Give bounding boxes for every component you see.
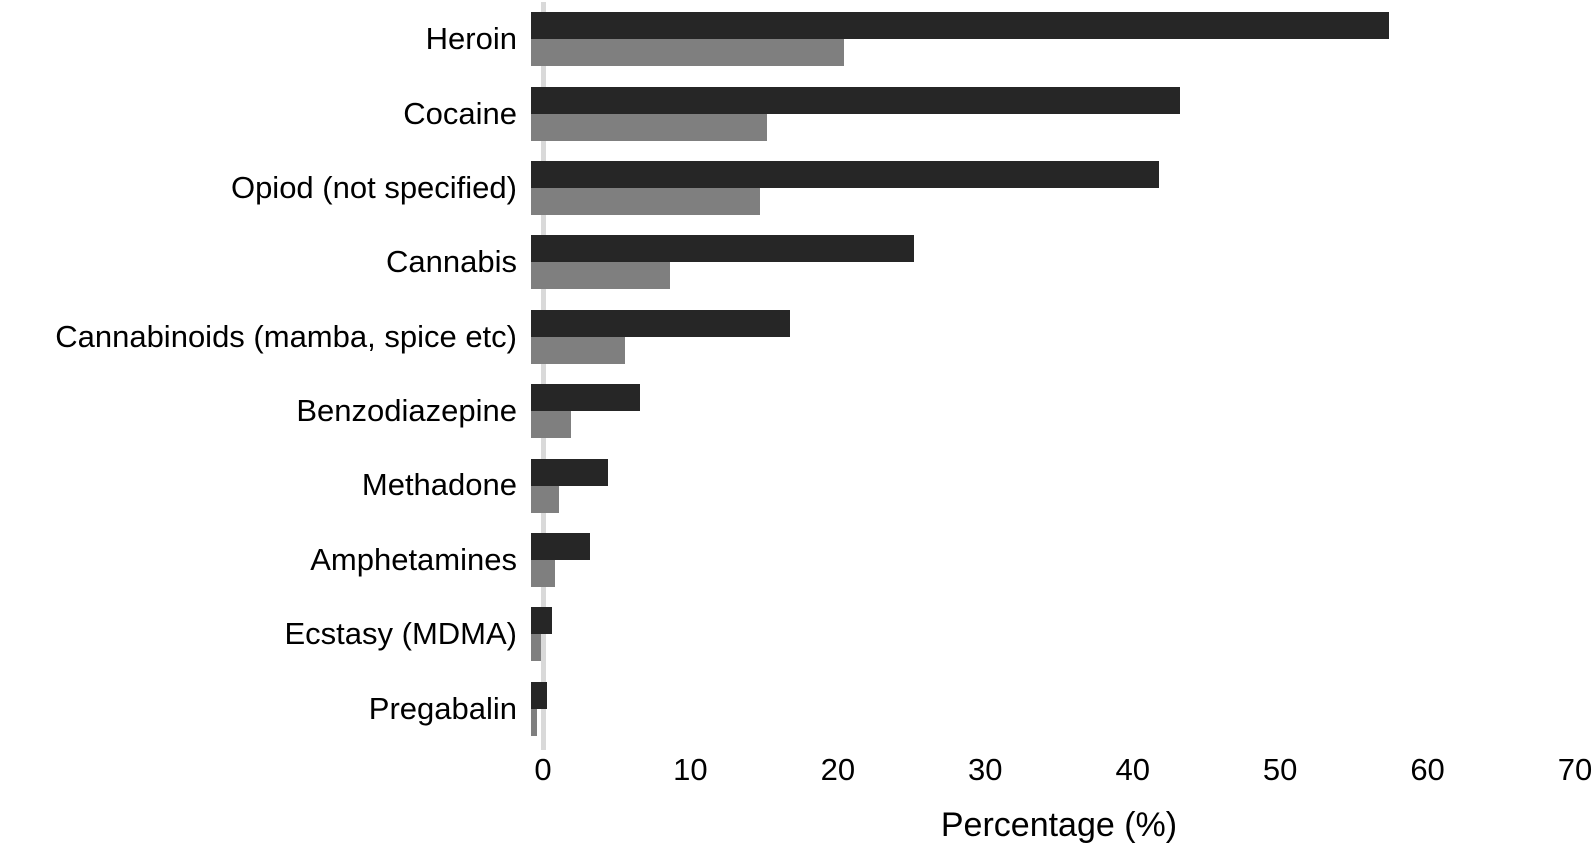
- x-tick-label: 40: [1115, 752, 1150, 787]
- category-label: Benzodiazepine: [296, 393, 517, 429]
- category-label: Heroin: [425, 21, 517, 57]
- x-tick-label: 30: [968, 752, 1003, 787]
- x-axis-title: Percentage (%): [940, 806, 1178, 844]
- category-row: Ecstasy (MDMA): [0, 597, 1595, 671]
- gray-bar: [531, 113, 767, 141]
- category-label: Ecstasy (MDMA): [284, 616, 518, 652]
- bar-group: [531, 384, 1563, 439]
- x-tick-label: 0: [534, 752, 552, 787]
- dark-bar: [531, 384, 641, 412]
- category-row: Amphetamines: [0, 523, 1595, 597]
- gray-bar: [531, 411, 571, 439]
- category-row: Benzodiazepine: [0, 374, 1595, 448]
- x-tick-label: 10: [673, 752, 708, 787]
- bar-group: [531, 160, 1563, 215]
- dark-bar: [531, 160, 1160, 188]
- gray-bar: [531, 634, 542, 662]
- bar-group: [531, 12, 1563, 67]
- category-row: Heroin: [0, 2, 1595, 76]
- x-tick-label: 60: [1410, 752, 1445, 787]
- dark-bar: [531, 607, 552, 635]
- x-tick-label: 20: [820, 752, 856, 787]
- bar-rows: Heroin Cocaine Opiod (not specified) Cannab…: [0, 2, 1595, 746]
- category-label: Methadone: [361, 467, 517, 503]
- category-label: Cannabinoids (mamba, spice etc): [55, 318, 517, 354]
- dark-bar: [531, 532, 590, 560]
- category-label: Cannabis: [386, 244, 517, 280]
- gray-bar: [531, 708, 537, 736]
- dark-bar: [531, 86, 1180, 114]
- x-tick-label: 70: [1557, 752, 1593, 787]
- dark-bar: [531, 309, 791, 337]
- category-row: Methadone: [0, 448, 1595, 522]
- category-row: Cocaine: [0, 76, 1595, 150]
- bar-group: [531, 458, 1563, 513]
- dark-bar: [531, 458, 608, 486]
- gray-bar: [531, 187, 760, 215]
- dark-bar: [531, 681, 548, 709]
- dark-bar: [531, 235, 915, 263]
- gray-bar: [531, 39, 844, 67]
- bar-group: [531, 681, 1563, 736]
- category-label: Opiod (not specified): [230, 169, 517, 205]
- gray-bar: [531, 262, 670, 290]
- gray-bar: [531, 336, 626, 364]
- dark-bar: [531, 12, 1390, 40]
- bar-group: [531, 309, 1563, 364]
- gray-bar: [531, 559, 555, 587]
- y-axis-line: [541, 2, 546, 750]
- bar-group: [531, 86, 1563, 141]
- gray-bar: [531, 485, 559, 513]
- bar-group: [531, 532, 1563, 587]
- bar-group: [531, 235, 1563, 290]
- category-label: Pregabalin: [368, 690, 517, 726]
- category-label: Amphetamines: [310, 541, 517, 577]
- category-label: Cocaine: [403, 95, 517, 131]
- category-row: Cannabis: [0, 225, 1595, 299]
- bar-group: [531, 607, 1563, 662]
- category-row: Cannabinoids (mamba, spice etc): [0, 300, 1595, 374]
- x-tick-label: 50: [1262, 752, 1298, 787]
- category-row: Pregabalin: [0, 672, 1595, 746]
- category-row: Opiod (not specified): [0, 151, 1595, 225]
- plot-area: Heroin Cocaine Opiod (not specified) Cannab…: [0, 2, 1595, 750]
- x-axis: 0 10 20 30 40 50 60 70: [534, 752, 1592, 798]
